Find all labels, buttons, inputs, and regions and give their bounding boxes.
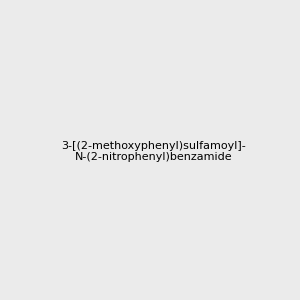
Text: 3-[(2-methoxyphenyl)sulfamoyl]-
N-(2-nitrophenyl)benzamide: 3-[(2-methoxyphenyl)sulfamoyl]- N-(2-nit…: [61, 141, 246, 162]
